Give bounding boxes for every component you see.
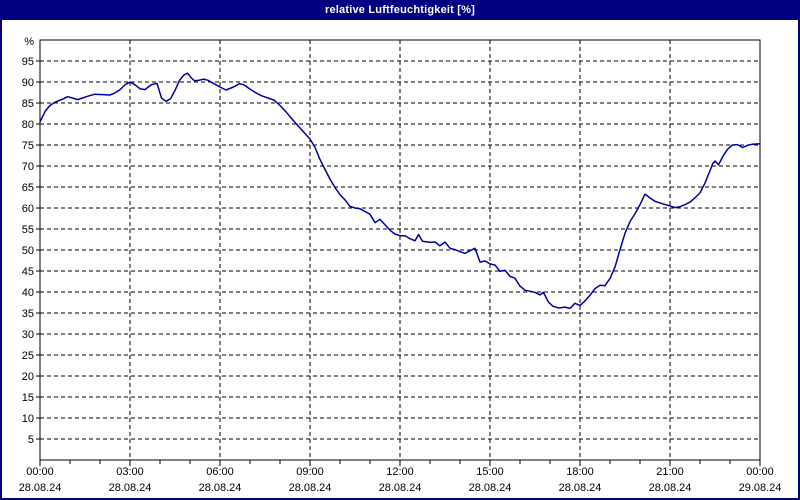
y-tick-label: 70 (22, 161, 34, 173)
y-tick-label: 85 (22, 98, 34, 110)
x-tick-time-label: 03:00 (116, 466, 144, 478)
y-tick-label: 40 (22, 287, 34, 299)
x-tick-date-label: 28.08.24 (469, 482, 512, 494)
humidity-line (39, 72, 761, 310)
window-titlebar: relative Luftfeuchtigkeit [%] (0, 0, 800, 20)
y-tick-label: 45 (22, 266, 34, 278)
x-tick-date-label: 28.08.24 (649, 482, 692, 494)
y-tick-label: 90 (22, 77, 34, 89)
x-tick-time-label: 12:00 (386, 466, 414, 478)
x-tick-time-label: 00:00 (26, 466, 54, 478)
x-tick-time-label: 06:00 (206, 466, 234, 478)
y-tick-label: 35 (22, 308, 34, 320)
y-tick-label: 25 (22, 350, 34, 362)
y-tick-label: 75 (22, 140, 34, 152)
x-tick-date-label: 28.08.24 (19, 482, 62, 494)
x-tick-time-label: 00:00 (746, 466, 774, 478)
y-tick-label: 50 (22, 245, 34, 257)
y-tick-label: 10 (22, 413, 34, 425)
y-axis-unit-label: % (24, 36, 34, 48)
y-tick-label: 5 (28, 434, 34, 446)
x-tick-date-label: 28.08.24 (289, 482, 332, 494)
y-tick-label: 60 (22, 203, 34, 215)
y-tick-label: 20 (22, 371, 34, 383)
x-tick-date-label: 28.08.24 (379, 482, 422, 494)
x-tick-time-label: 09:00 (296, 466, 324, 478)
y-tick-label: 30 (22, 329, 34, 341)
plot-border (39, 39, 761, 461)
x-tick-time-label: 18:00 (566, 466, 594, 478)
x-tick-date-label: 29.08.24 (739, 482, 782, 494)
x-tick-time-label: 15:00 (476, 466, 504, 478)
y-tick-label: 15 (22, 392, 34, 404)
y-tick-label: 55 (22, 224, 34, 236)
y-tick-label: 80 (22, 119, 34, 131)
x-tick-date-label: 28.08.24 (559, 482, 602, 494)
x-tick-time-label: 21:00 (656, 466, 684, 478)
window-title: relative Luftfeuchtigkeit [%] (324, 4, 476, 16)
x-tick-date-label: 28.08.24 (109, 482, 152, 494)
y-tick-label: 65 (22, 182, 34, 194)
y-tick-label: 95 (22, 56, 34, 68)
x-tick-date-label: 28.08.24 (199, 482, 242, 494)
